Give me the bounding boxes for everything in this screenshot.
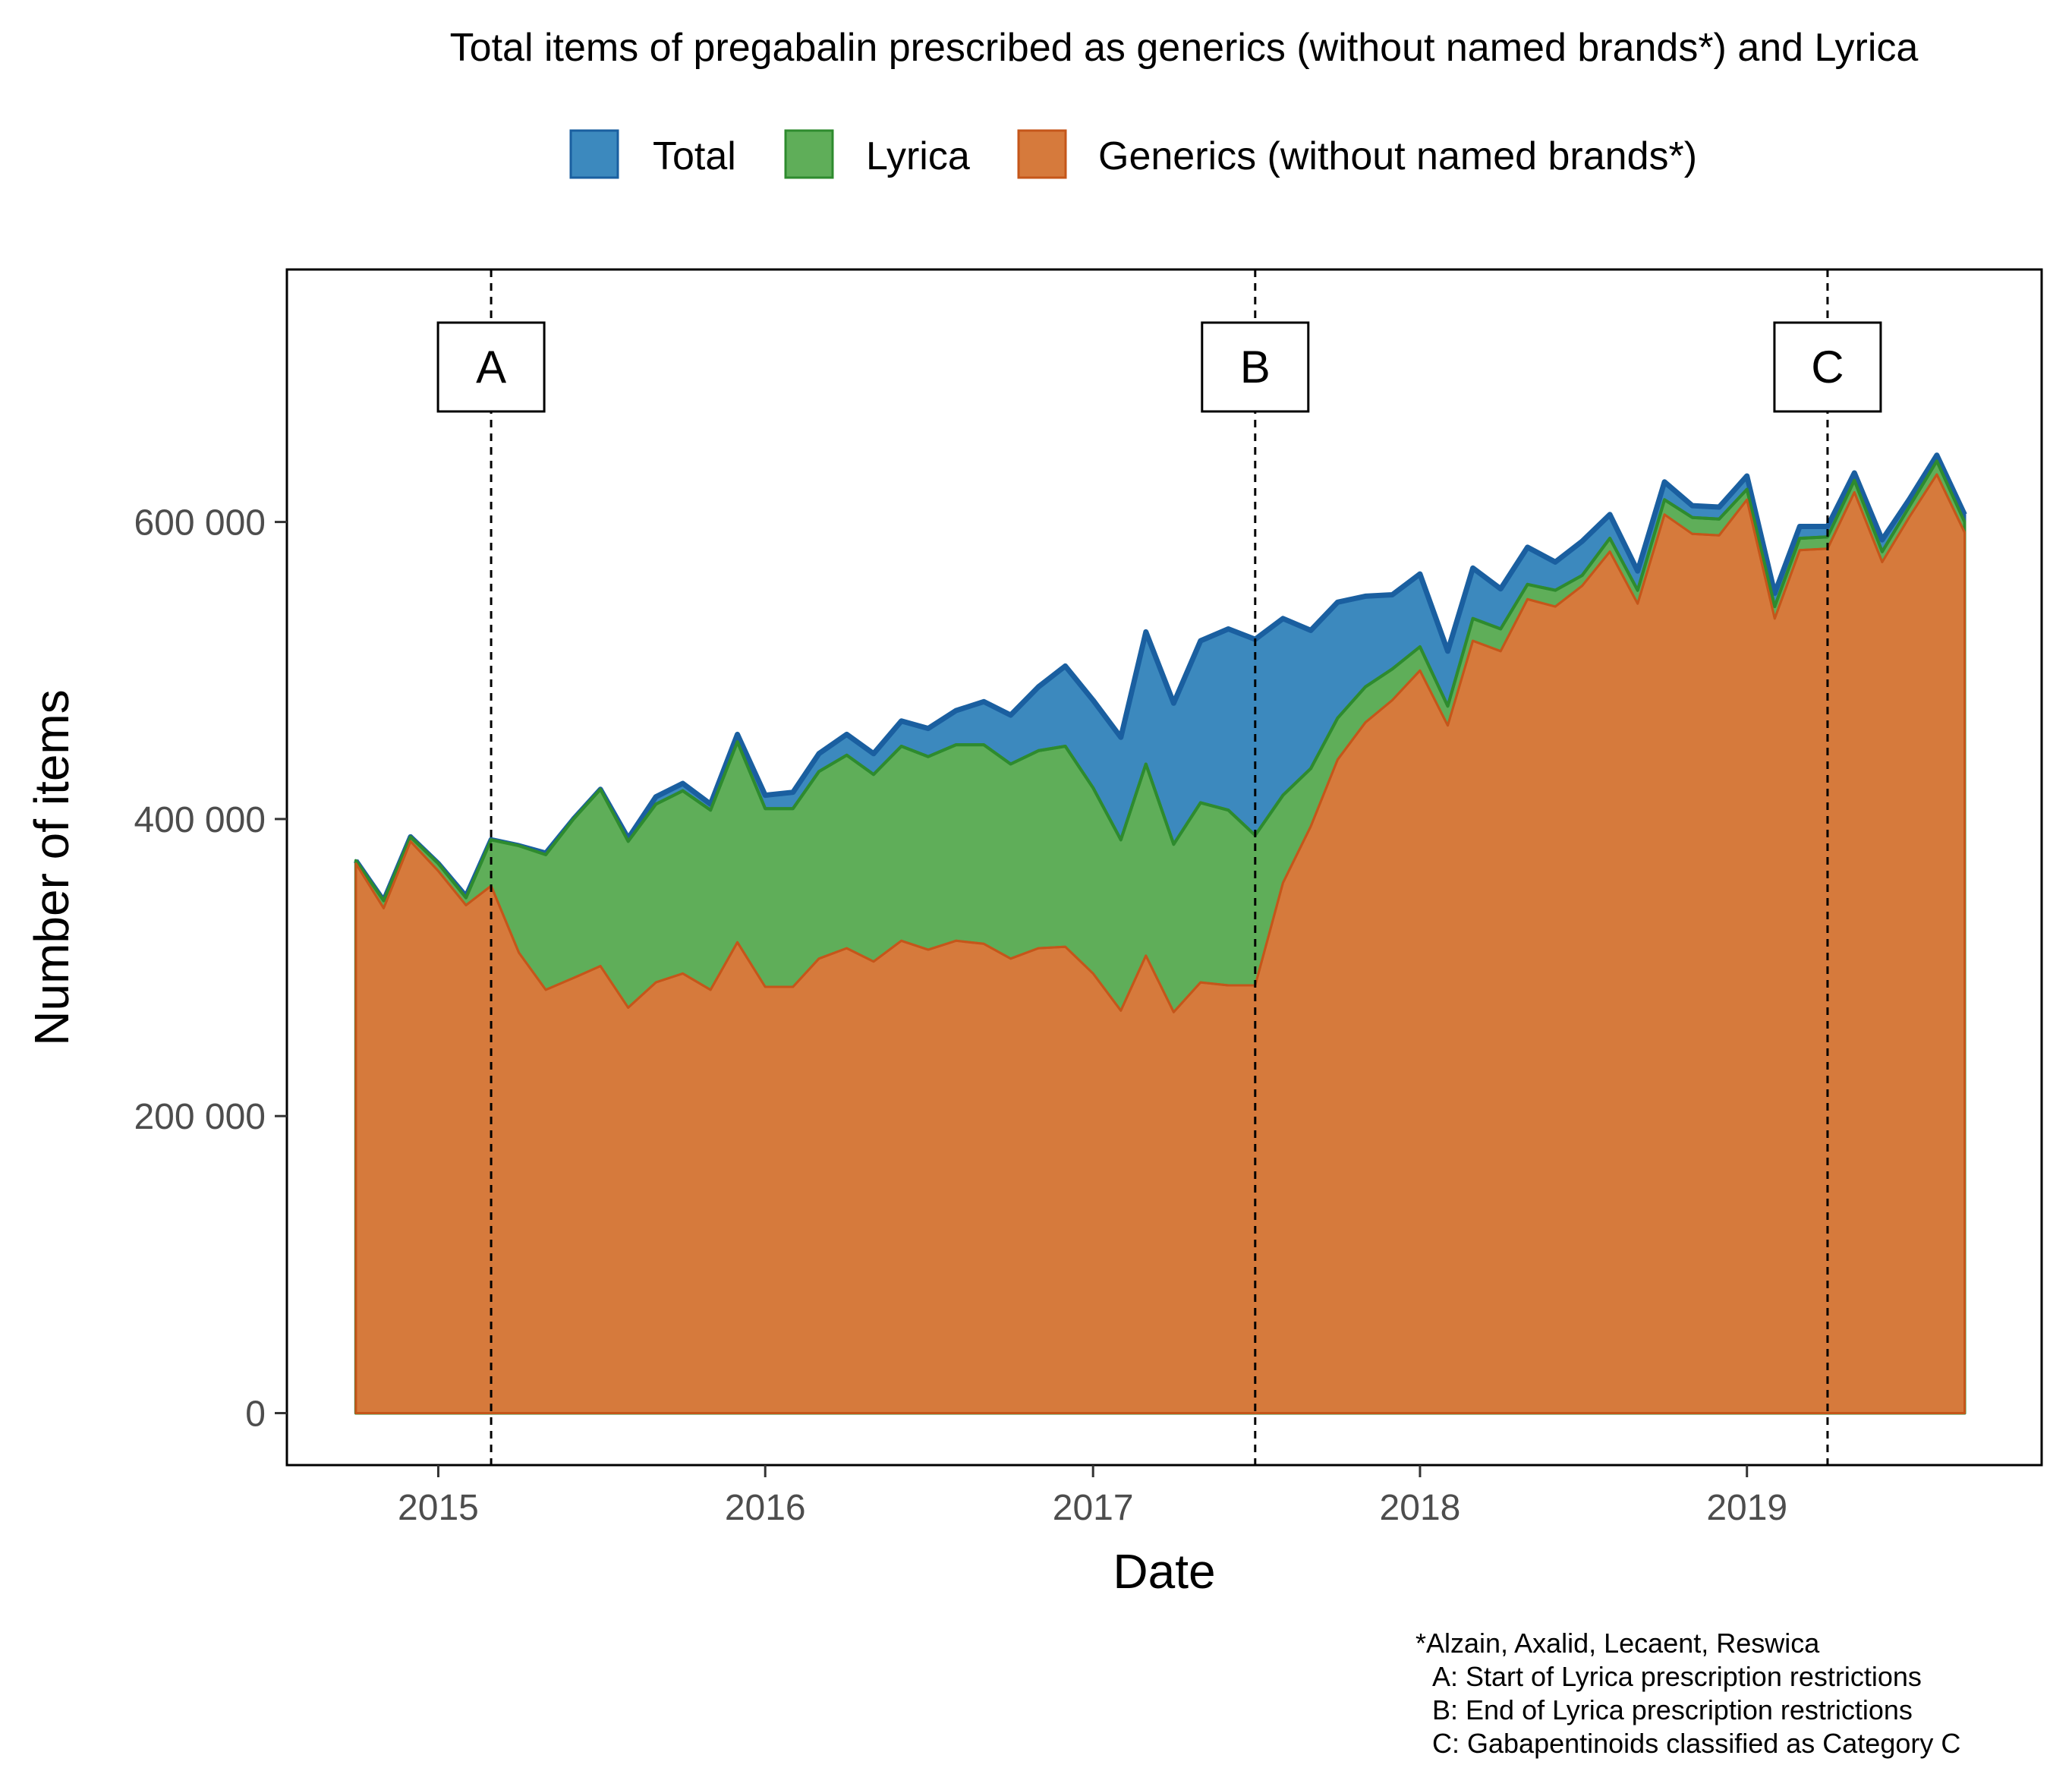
footnote-line: C: Gabapentinoids classified as Category…	[1432, 1728, 1960, 1759]
y-axis-label: Number of items	[24, 689, 79, 1045]
legend-key-total	[569, 129, 619, 179]
x-tick-label: 2018	[1380, 1488, 1461, 1528]
footnote-line: B: End of Lyrica prescription restrictio…	[1432, 1694, 1913, 1725]
footnote-line: *Alzain, Axalid, Lecaent, Reswica	[1415, 1628, 1820, 1659]
y-tick-label: 400 000	[134, 800, 266, 840]
plot-border	[285, 268, 2043, 1467]
legend-label-generics: Generics (without named brands*)	[1098, 134, 1697, 178]
legend: Total Lyrica Generics (without named bra…	[569, 129, 1697, 179]
series-line-generics	[354, 473, 1966, 1013]
annotation-box-b	[1201, 321, 1310, 413]
chart-title: Total items of pregabalin prescribed as …	[450, 26, 1919, 70]
annotation-box-a	[436, 321, 546, 413]
annotation-label-a: A	[476, 342, 506, 392]
x-tick-label: 2016	[725, 1488, 806, 1528]
footnote-line: A: Start of Lyrica prescription restrict…	[1432, 1661, 1922, 1692]
plot-area: A B C 0 200 000 400 000 600 000 2015 2016 2017 201…	[134, 268, 2043, 1528]
legend-key-generics	[1017, 129, 1067, 179]
y-tick-label: 0	[245, 1394, 266, 1435]
x-tick-label: 2019	[1706, 1488, 1787, 1528]
legend-label-lyrica: Lyrica	[866, 134, 970, 178]
footnote: *Alzain, Axalid, Lecaent, Reswica A: Sta…	[1415, 1628, 1960, 1759]
x-axis-label: Date	[1113, 1544, 1215, 1599]
series-line-lyrica	[354, 459, 1967, 903]
legend-label-total: Total	[653, 134, 736, 178]
annotation-label-b: B	[1240, 342, 1271, 392]
y-tick-label: 200 000	[134, 1097, 266, 1137]
annotation-label-c: C	[1811, 342, 1844, 392]
x-tick-label: 2017	[1053, 1488, 1134, 1528]
x-tick-label: 2015	[398, 1488, 479, 1528]
annotation-box-c	[1773, 321, 1882, 413]
y-tick-label: 600 000	[134, 503, 266, 544]
legend-key-lyrica	[784, 129, 834, 179]
